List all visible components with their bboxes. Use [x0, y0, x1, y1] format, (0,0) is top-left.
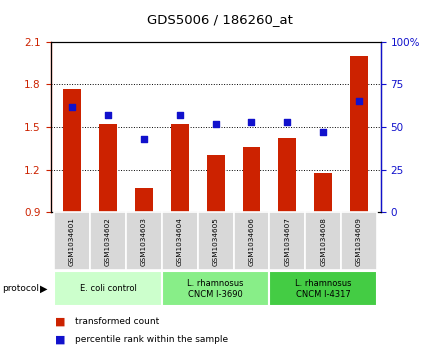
Bar	[198, 212, 234, 270]
Text: transformed count: transformed count	[75, 317, 159, 326]
Text: GSM1034608: GSM1034608	[320, 217, 326, 266]
Bar	[99, 124, 117, 212]
Bar	[54, 212, 90, 270]
Bar	[171, 124, 189, 212]
Bar	[54, 271, 162, 306]
Point	[356, 98, 363, 105]
Point	[69, 104, 76, 110]
Point	[140, 136, 147, 142]
Bar	[63, 89, 81, 212]
Text: GSM1034609: GSM1034609	[356, 217, 362, 266]
Point	[284, 119, 291, 125]
Bar	[207, 155, 224, 212]
Bar	[242, 147, 260, 212]
Bar	[350, 56, 368, 212]
Text: percentile rank within the sample: percentile rank within the sample	[75, 335, 228, 344]
Bar	[269, 271, 377, 306]
Bar	[314, 172, 332, 212]
Bar	[162, 212, 198, 270]
Bar	[341, 212, 377, 270]
Text: ▶: ▶	[40, 284, 47, 294]
Bar	[90, 212, 126, 270]
Bar	[126, 212, 162, 270]
Text: GSM1034607: GSM1034607	[284, 217, 290, 266]
Bar	[269, 212, 305, 270]
Bar	[305, 212, 341, 270]
Bar	[135, 188, 153, 212]
Bar	[279, 138, 296, 212]
Text: L. rhamnosus
CNCM I-4317: L. rhamnosus CNCM I-4317	[295, 278, 352, 299]
Text: GSM1034605: GSM1034605	[213, 217, 219, 266]
Text: GSM1034602: GSM1034602	[105, 217, 111, 266]
Point	[176, 112, 183, 118]
Text: ■: ■	[55, 334, 66, 344]
Text: GSM1034604: GSM1034604	[177, 217, 183, 266]
Point	[320, 129, 327, 135]
Point	[212, 121, 219, 127]
Bar	[234, 212, 269, 270]
Point	[248, 119, 255, 125]
Text: GSM1034601: GSM1034601	[69, 217, 75, 266]
Point	[104, 112, 111, 118]
Text: GDS5006 / 186260_at: GDS5006 / 186260_at	[147, 13, 293, 26]
Text: L. rhamnosus
CNCM I-3690: L. rhamnosus CNCM I-3690	[187, 278, 244, 299]
Text: ■: ■	[55, 316, 66, 326]
Text: protocol: protocol	[2, 284, 39, 293]
Bar	[162, 271, 269, 306]
Text: E. coli control: E. coli control	[80, 284, 136, 293]
Text: GSM1034606: GSM1034606	[249, 217, 254, 266]
Text: GSM1034603: GSM1034603	[141, 217, 147, 266]
